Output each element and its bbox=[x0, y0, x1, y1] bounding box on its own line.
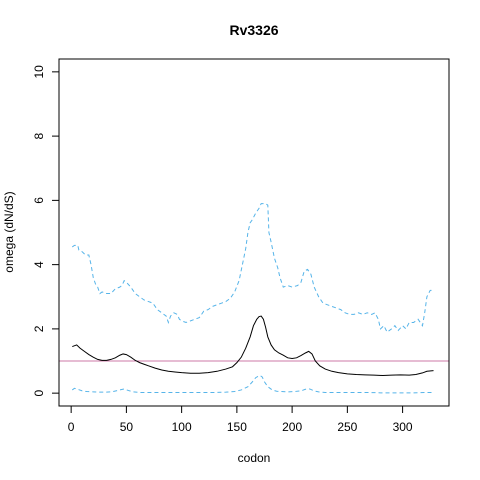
x-axis-label: codon bbox=[238, 451, 271, 465]
x-tick-label: 100 bbox=[172, 420, 192, 434]
y-tick-label: 2 bbox=[32, 325, 46, 332]
x-tick-label: 50 bbox=[120, 420, 134, 434]
plot-frame bbox=[58, 58, 450, 407]
series-line-upper bbox=[71, 203, 434, 333]
plot-area bbox=[59, 203, 449, 394]
x-tick-label: 250 bbox=[337, 420, 357, 434]
series-line-estimate bbox=[72, 315, 434, 376]
x-tick-label: 0 bbox=[68, 420, 75, 434]
y-tick-label: 6 bbox=[32, 197, 46, 204]
y-tick-label: 4 bbox=[32, 261, 46, 268]
y-tick-label: 10 bbox=[32, 65, 46, 79]
y-axis-label: omega (dN/dS) bbox=[2, 191, 16, 272]
y-tick-label: 8 bbox=[32, 132, 46, 139]
chart-title: Rv3326 bbox=[229, 22, 278, 38]
x-tick-label: 200 bbox=[282, 420, 302, 434]
x-tick-label: 300 bbox=[393, 420, 413, 434]
y-tick-label: 0 bbox=[32, 389, 46, 396]
series-line-lower bbox=[71, 374, 434, 394]
x-tick-label: 150 bbox=[227, 420, 247, 434]
